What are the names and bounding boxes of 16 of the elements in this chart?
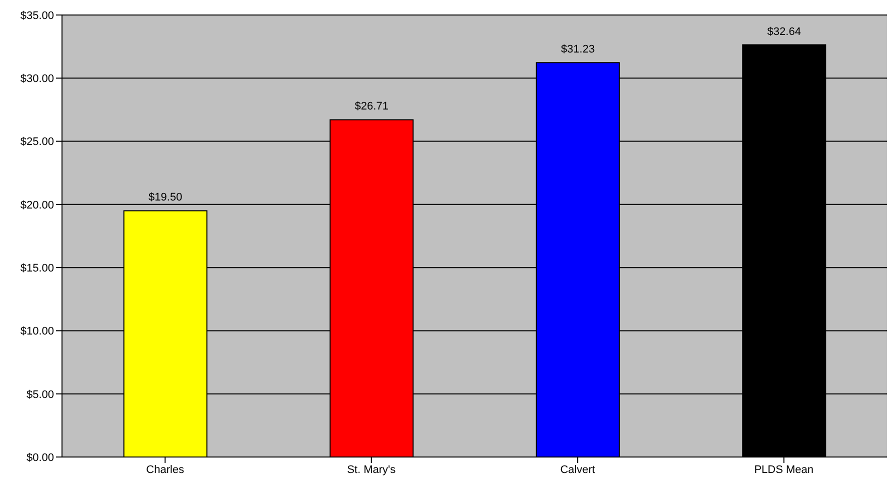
y-tick-label: $25.00 [20,136,54,148]
data-label: $26.71 [354,100,388,113]
x-tick-label: St. Mary's [347,464,396,476]
x-tick-label: Charles [146,464,185,476]
y-tick-label: $0.00 [26,452,54,464]
y-tick-label: $30.00 [20,73,54,86]
data-label: $31.23 [561,44,595,56]
y-tick-label: $35.00 [20,10,54,22]
x-tick-label: Calvert [560,464,596,476]
data-label: $19.50 [148,192,182,204]
data-label: $32.64 [767,26,801,38]
y-tick-label: $5.00 [26,388,54,401]
y-tick-label: $20.00 [20,199,54,212]
x-tick-label: PLDS Mean [754,464,814,476]
y-tick-label: $10.00 [20,326,54,338]
y-tick-label: $15.00 [20,262,54,274]
